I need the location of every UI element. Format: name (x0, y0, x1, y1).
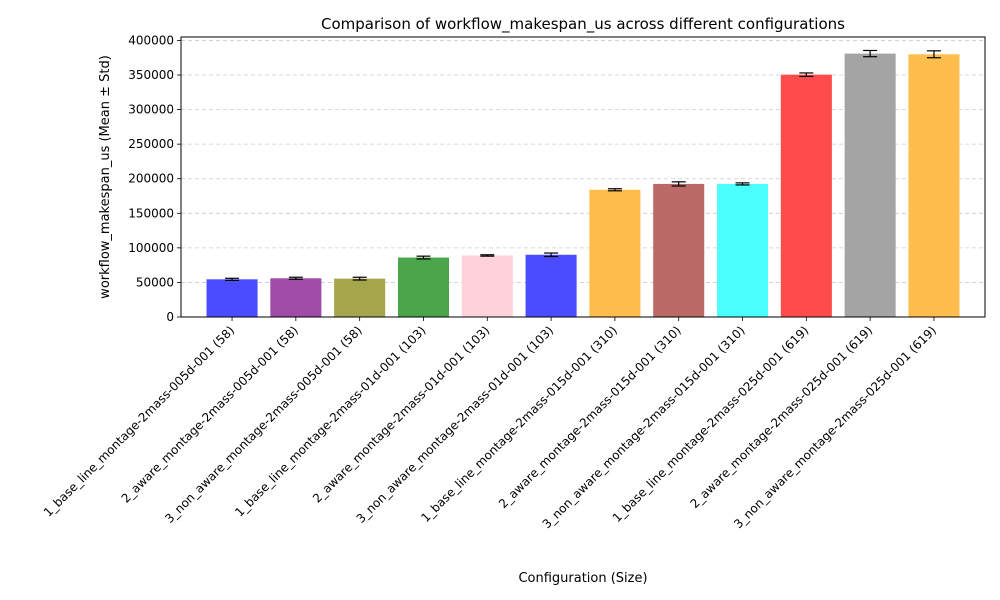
bar (525, 254, 577, 317)
x-axis-label: Configuration (Size) (518, 571, 647, 586)
error-bar (671, 181, 686, 187)
y-tick-label: 350000 (128, 68, 174, 82)
error-bar (352, 276, 367, 281)
error-bar (225, 277, 240, 281)
bar (589, 189, 641, 317)
error-bar (416, 255, 431, 260)
x-ticks: 1_base_line_montage-2mass-005d-001 (58)2… (41, 317, 939, 531)
y-tick-label: 150000 (128, 206, 174, 220)
error-bar (735, 182, 750, 186)
y-tick-label: 100000 (128, 241, 174, 255)
y-ticks: 0 50000 100000 150000 200000 250000 300000 3500… (128, 33, 181, 324)
error-bar (863, 49, 878, 58)
bar (844, 53, 896, 318)
y-axis-label: workflow_makespan_us (Mean ± Std) (98, 55, 113, 299)
error-bar (288, 276, 303, 280)
y-tick-label: 0 (166, 310, 174, 324)
bar (334, 278, 386, 317)
bar (908, 54, 960, 318)
bar (653, 183, 705, 317)
error-bar (544, 252, 559, 258)
y-tick-label: 200000 (128, 172, 174, 186)
plot-frame (180, 36, 986, 318)
y-tick-label: 50000 (136, 275, 174, 289)
bar (270, 278, 322, 317)
error-bar (926, 50, 941, 59)
y-tick-label: 300000 (128, 103, 174, 117)
bar (780, 74, 832, 317)
bar (717, 183, 769, 317)
bar (206, 279, 258, 317)
error-bar (607, 188, 622, 192)
error-bar (480, 254, 495, 257)
bar (397, 257, 449, 317)
chart-title: Comparison of workflow_makespan_us acros… (321, 15, 845, 34)
error-bars (225, 49, 941, 281)
axes (180, 36, 986, 318)
error-bar (799, 72, 814, 78)
bars (206, 53, 960, 318)
y-tick-label: 250000 (128, 137, 174, 151)
y-tick-label: 400000 (128, 33, 174, 47)
bar (461, 255, 513, 317)
